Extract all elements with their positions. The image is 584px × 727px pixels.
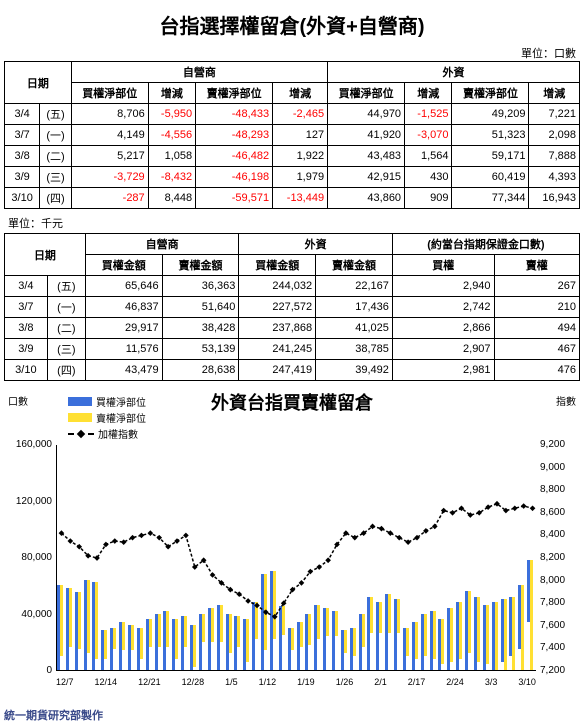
table-row: 3/8(二) 5,2171,058 -46,4821,922 43,4831,5…	[5, 146, 580, 167]
table-row: 3/4(五) 8,706-5,950 -48,433-2,465 44,970-…	[5, 104, 580, 125]
unit-top: 單位：口數	[4, 45, 580, 61]
table-amounts: 日期自營商外資(約當台指期保證金口數) 買權金額賣權金額買權金額賣權金額買權賣權…	[4, 233, 580, 381]
legend-buy: 買權淨部位	[68, 394, 146, 409]
table-positions: 日期自營商外資 買權淨部位增減賣權淨部位增減 買權淨部位增減賣權淨部位增減 3/…	[4, 61, 580, 209]
footer-credit: 統一期貨研究部製作	[4, 699, 580, 723]
plot-area	[56, 445, 536, 671]
unit-mid: 單位：千元	[4, 213, 580, 233]
legend-sell: 賣權淨部位	[68, 410, 146, 425]
legend-sell-label: 賣權淨部位	[96, 410, 146, 425]
y-right-ticks: 7,2007,4007,6007,8008,0008,2008,4008,600…	[540, 445, 576, 671]
chart-legend: 買權淨部位 賣權淨部位 加權指數	[68, 393, 146, 442]
x-ticks: 12/712/1412/2112/281/51/121/191/262/12/1…	[56, 677, 536, 691]
legend-buy-label: 買權淨部位	[96, 394, 146, 409]
page-title: 台指選擇權留倉(外資+自營商)	[4, 4, 580, 45]
table-row: 3/9(三) 11,57653,139241,245 38,7852,90746…	[5, 339, 580, 360]
table-row: 3/7(一) 46,83751,640227,572 17,4362,74221…	[5, 297, 580, 318]
table-row: 3/4(五) 65,64636,363244,032 22,1672,94026…	[5, 276, 580, 297]
legend-index-label: 加權指數	[98, 426, 138, 441]
chart: 口數 指數 外資台指買賣權留倉 買權淨部位 賣權淨部位 加權指數 040,000…	[4, 389, 580, 699]
table-row: 3/9(三) -3,729-8,432 -46,1981,979 42,9154…	[5, 167, 580, 188]
table-row: 3/10(四) 43,47928,638247,419 39,4922,9814…	[5, 360, 580, 381]
table-row: 3/8(二) 29,91738,428237,868 41,0252,86649…	[5, 318, 580, 339]
y-left-ticks: 040,00080,000120,000160,000	[8, 445, 52, 671]
table-row: 3/7(一) 4,149-4,556 -48,293127 41,920-3,0…	[5, 125, 580, 146]
table-row: 3/10(四) -2878,448 -59,571-13,449 43,8609…	[5, 188, 580, 209]
legend-index: 加權指數	[68, 426, 146, 441]
